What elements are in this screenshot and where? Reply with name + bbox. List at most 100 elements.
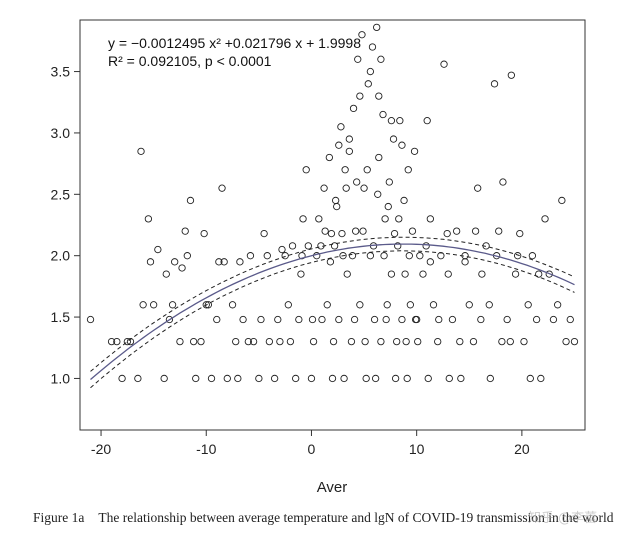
data-point	[393, 337, 401, 346]
data-point	[200, 229, 208, 238]
data-point	[356, 92, 364, 100]
data-point	[232, 337, 240, 346]
data-point	[402, 337, 410, 346]
data-point	[118, 374, 126, 383]
caption-label: Figure 1a	[33, 510, 85, 525]
data-point	[329, 337, 338, 346]
data-point	[292, 374, 300, 383]
data-point	[341, 166, 349, 174]
equation-annotation: y = −0.0012495 x² +0.021796 x + 1.9998	[108, 35, 361, 51]
data-point	[202, 301, 210, 309]
data-point	[443, 229, 451, 238]
data-point	[426, 258, 434, 266]
data-point	[514, 252, 522, 260]
data-point	[265, 337, 274, 346]
axes-layer: -20 -10 0 10 20 1.0 1.5 2.0 2.5 3.0 3.5	[51, 64, 530, 457]
data-point	[186, 196, 195, 205]
data-point	[321, 227, 329, 235]
data-point	[419, 270, 427, 278]
data-point	[381, 215, 389, 223]
data-point	[382, 315, 390, 324]
data-point	[213, 315, 221, 324]
data-point	[356, 301, 364, 309]
data-point	[149, 301, 158, 309]
data-point	[348, 252, 357, 260]
data-point	[474, 184, 482, 192]
data-point	[154, 245, 162, 254]
data-point	[507, 71, 516, 79]
data-point	[284, 301, 292, 309]
data-point	[532, 315, 541, 324]
data-point	[471, 227, 480, 235]
data-point	[278, 245, 286, 254]
data-point	[377, 337, 385, 346]
data-point	[332, 196, 340, 205]
data-point	[315, 215, 323, 223]
data-point	[444, 270, 452, 278]
data-point	[349, 104, 358, 113]
data-point	[308, 315, 317, 324]
data-point	[274, 315, 282, 324]
data-point	[389, 135, 398, 143]
data-point	[307, 374, 316, 383]
data-point	[362, 374, 370, 383]
data-point	[469, 337, 478, 346]
data-point	[86, 315, 95, 324]
data-point	[171, 258, 179, 266]
data-point	[363, 166, 371, 174]
data-point	[477, 315, 485, 324]
caption-text: The relationship between average tempera…	[98, 510, 614, 525]
data-point	[345, 135, 353, 143]
data-point	[383, 301, 391, 309]
data-point	[380, 252, 388, 260]
data-point	[239, 315, 247, 324]
data-point	[395, 215, 403, 223]
data-point	[400, 196, 408, 205]
data-point	[192, 374, 200, 383]
data-point	[368, 43, 377, 51]
data-point	[234, 374, 242, 383]
data-point	[183, 252, 191, 260]
data-point	[394, 242, 402, 250]
data-point	[448, 315, 457, 324]
data-point	[318, 315, 326, 324]
data-point	[396, 117, 404, 125]
scatter-chart: -20 -10 0 10 20 1.0 1.5 2.0 2.5 3.0 3.5 y = −0.001…	[51, 19, 586, 496]
data-point	[537, 374, 545, 383]
data-point	[139, 301, 147, 309]
data-point	[176, 337, 184, 346]
data-point	[359, 227, 367, 235]
data-point	[218, 184, 226, 192]
data-point	[406, 301, 415, 309]
data-point	[435, 315, 443, 324]
data-point	[404, 166, 412, 174]
data-point	[354, 55, 362, 63]
data-point	[498, 337, 506, 346]
data-point	[408, 227, 417, 235]
data-point	[398, 141, 406, 149]
data-point	[339, 252, 347, 260]
data-point	[286, 337, 295, 346]
plot-frame	[79, 19, 586, 431]
data-point	[335, 315, 343, 324]
data-point	[445, 374, 453, 383]
data-point	[333, 202, 341, 211]
data-point	[403, 374, 411, 383]
data-point	[288, 242, 297, 250]
data-point	[506, 337, 514, 346]
data-point	[424, 374, 432, 383]
data-point	[364, 80, 372, 88]
y-tick-label: 2.0	[51, 248, 71, 264]
data-point	[281, 252, 289, 260]
fit-curve	[90, 243, 575, 380]
data-point	[337, 123, 345, 131]
data-point	[485, 301, 493, 309]
data-point	[309, 337, 318, 346]
data-point	[298, 252, 306, 260]
data-point	[361, 337, 369, 346]
data-point	[181, 227, 189, 235]
data-point	[375, 92, 383, 100]
data-point	[437, 252, 445, 260]
x-axis-label: Aver	[317, 479, 348, 496]
data-point	[526, 374, 534, 383]
